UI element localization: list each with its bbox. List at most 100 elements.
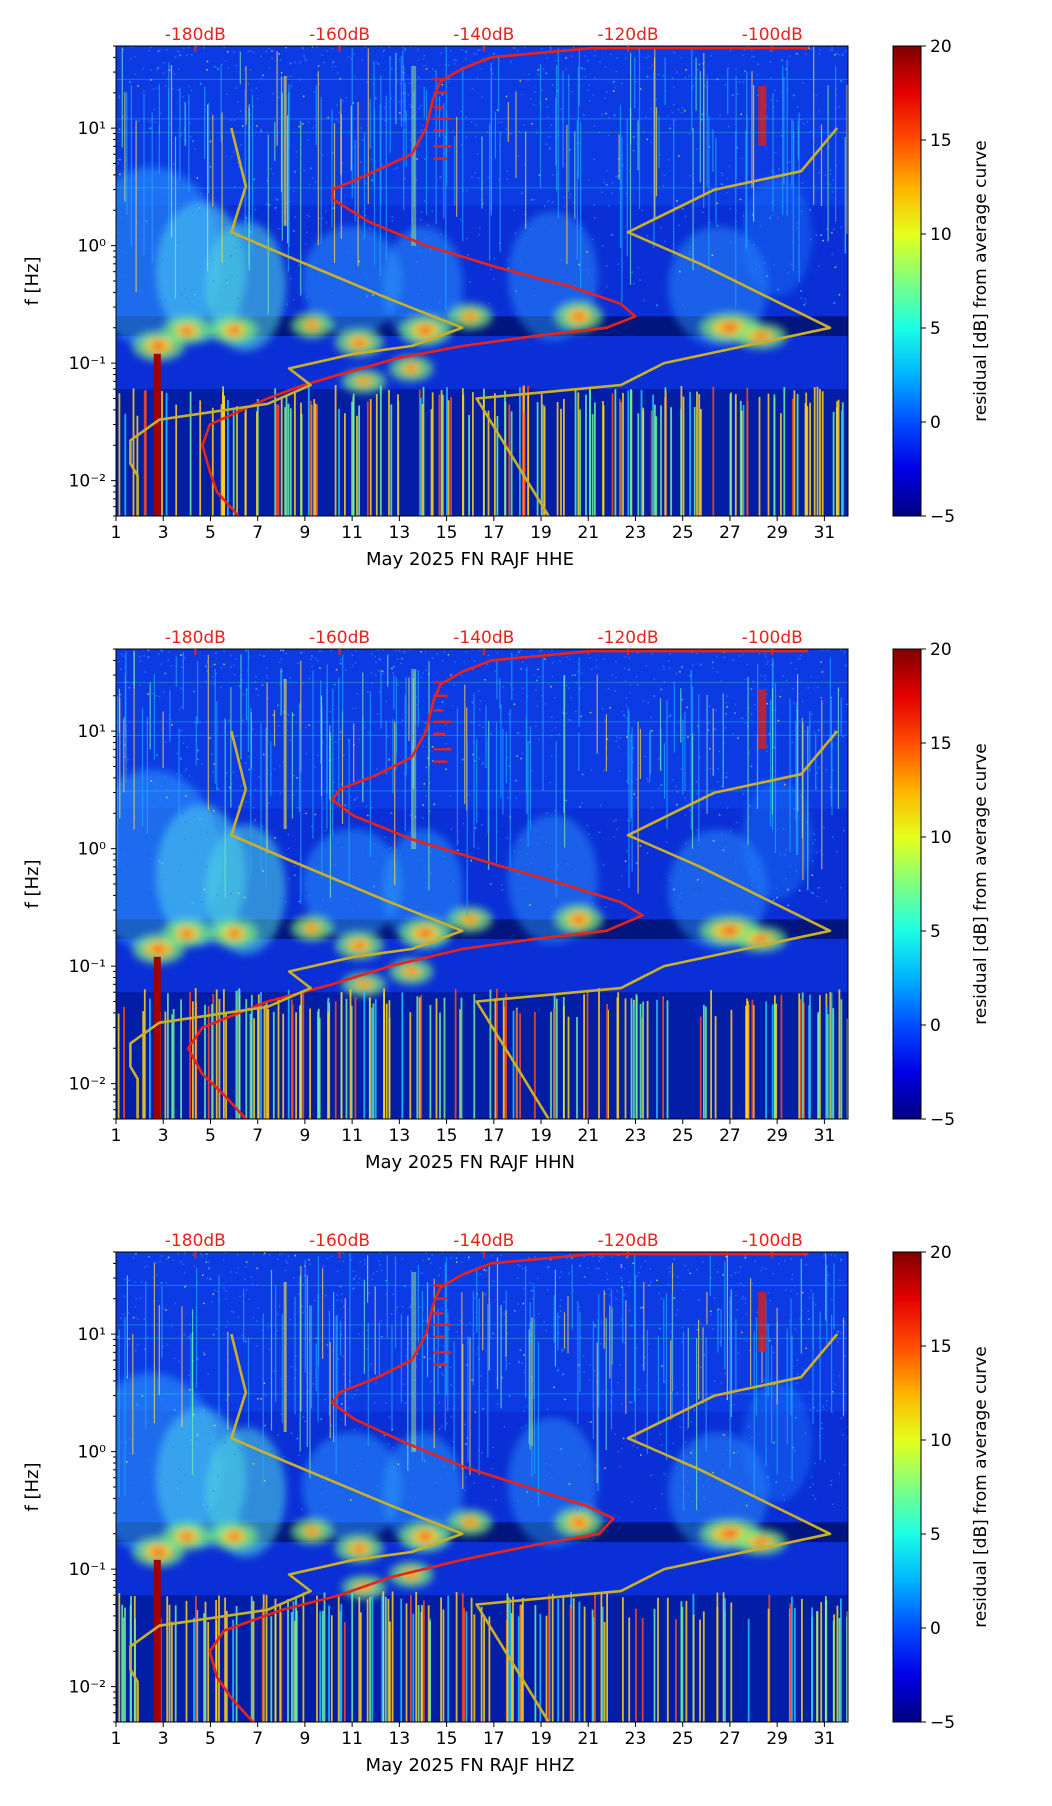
speckle <box>500 1254 503 1257</box>
speckle <box>471 721 473 724</box>
speckle <box>687 1269 689 1271</box>
colorbar-tick-label: 20 <box>930 1243 952 1263</box>
speckle <box>130 46 133 48</box>
speckle <box>681 1341 683 1343</box>
speckle <box>595 659 598 661</box>
lf-streak <box>421 404 424 516</box>
speckle <box>299 1267 301 1269</box>
speckle <box>453 59 455 61</box>
speckle <box>303 95 305 98</box>
speckle <box>621 82 623 85</box>
speckle <box>840 80 842 82</box>
speckle <box>812 135 814 137</box>
lf-streak <box>540 393 543 516</box>
speckle <box>737 1508 740 1511</box>
speckle <box>617 263 620 265</box>
speckle <box>454 661 457 663</box>
speckle <box>528 1256 530 1259</box>
speckle <box>663 1472 666 1475</box>
speckle <box>768 733 771 735</box>
speckle <box>401 1258 403 1260</box>
speckle <box>703 1252 705 1254</box>
speckle <box>391 1313 393 1315</box>
speckle <box>487 654 490 656</box>
speckle <box>688 133 691 135</box>
speckle <box>698 1396 700 1398</box>
speckle <box>492 278 495 281</box>
lf-streak <box>134 1618 136 1722</box>
speckle <box>783 828 785 830</box>
speckle <box>311 46 314 48</box>
speckle <box>169 122 171 125</box>
speckle <box>277 228 280 230</box>
speckle <box>803 1368 805 1371</box>
y-tick-label: 10⁰ <box>78 237 107 257</box>
speckle <box>212 1490 214 1492</box>
speckle <box>546 1474 548 1477</box>
speckle <box>323 61 325 64</box>
x-tick-label: 31 <box>814 523 836 543</box>
speckle <box>321 217 324 220</box>
speckle <box>733 1452 735 1454</box>
speckle <box>180 133 183 136</box>
speckle <box>534 1256 536 1258</box>
hf-streak <box>378 1322 380 1378</box>
speckle <box>686 1480 689 1482</box>
speckle <box>395 273 398 276</box>
speckle <box>518 651 521 653</box>
lf-streak <box>791 398 794 516</box>
lf-streak <box>369 1597 371 1722</box>
speckle <box>621 1447 623 1449</box>
speckle <box>773 709 775 711</box>
speckle <box>268 47 270 50</box>
lf-streak <box>442 1609 445 1722</box>
speckle <box>581 773 584 776</box>
lf-streak <box>841 402 844 516</box>
speckle <box>545 1329 547 1332</box>
lf-streak <box>417 1605 420 1722</box>
speckle <box>380 1320 383 1322</box>
lf-streak <box>323 1592 326 1722</box>
speckle <box>772 1272 775 1275</box>
x-tick-label: 13 <box>389 1729 411 1749</box>
speckle <box>575 710 577 712</box>
speckle <box>571 90 573 93</box>
speckle <box>205 866 208 868</box>
hf-streak <box>190 1333 192 1461</box>
lf-streak <box>289 408 292 516</box>
speckle <box>537 74 540 77</box>
speckle <box>559 1276 561 1279</box>
speckle <box>565 712 568 715</box>
speckle <box>751 49 753 52</box>
microseism-core <box>418 1531 433 1541</box>
speckle <box>302 1284 304 1286</box>
speckle <box>306 295 308 298</box>
speckle <box>793 807 795 810</box>
mean-psd-wiggles <box>433 78 452 160</box>
speckle <box>592 94 595 96</box>
hf-streak <box>792 121 794 272</box>
speckle <box>764 678 766 681</box>
speckle <box>514 232 517 234</box>
speckle <box>416 1353 419 1355</box>
speckle <box>229 654 232 657</box>
speckle <box>340 1299 343 1302</box>
speckle <box>801 1309 803 1312</box>
speckle <box>677 1309 679 1311</box>
speckle <box>251 1283 254 1285</box>
microseism-core <box>572 311 585 321</box>
speckle <box>822 239 824 242</box>
speckle <box>265 674 268 677</box>
speckle <box>716 1271 719 1273</box>
lf-streak <box>274 388 277 516</box>
speckle <box>680 892 682 894</box>
speckle <box>662 75 664 77</box>
hf-streak <box>270 1269 273 1431</box>
speckle <box>377 649 379 651</box>
hf-streak <box>224 718 226 898</box>
hf-streak <box>298 702 301 813</box>
speckle <box>826 649 828 651</box>
speckle <box>280 1413 282 1415</box>
hf-streak <box>329 1342 331 1438</box>
speckle <box>788 55 791 57</box>
